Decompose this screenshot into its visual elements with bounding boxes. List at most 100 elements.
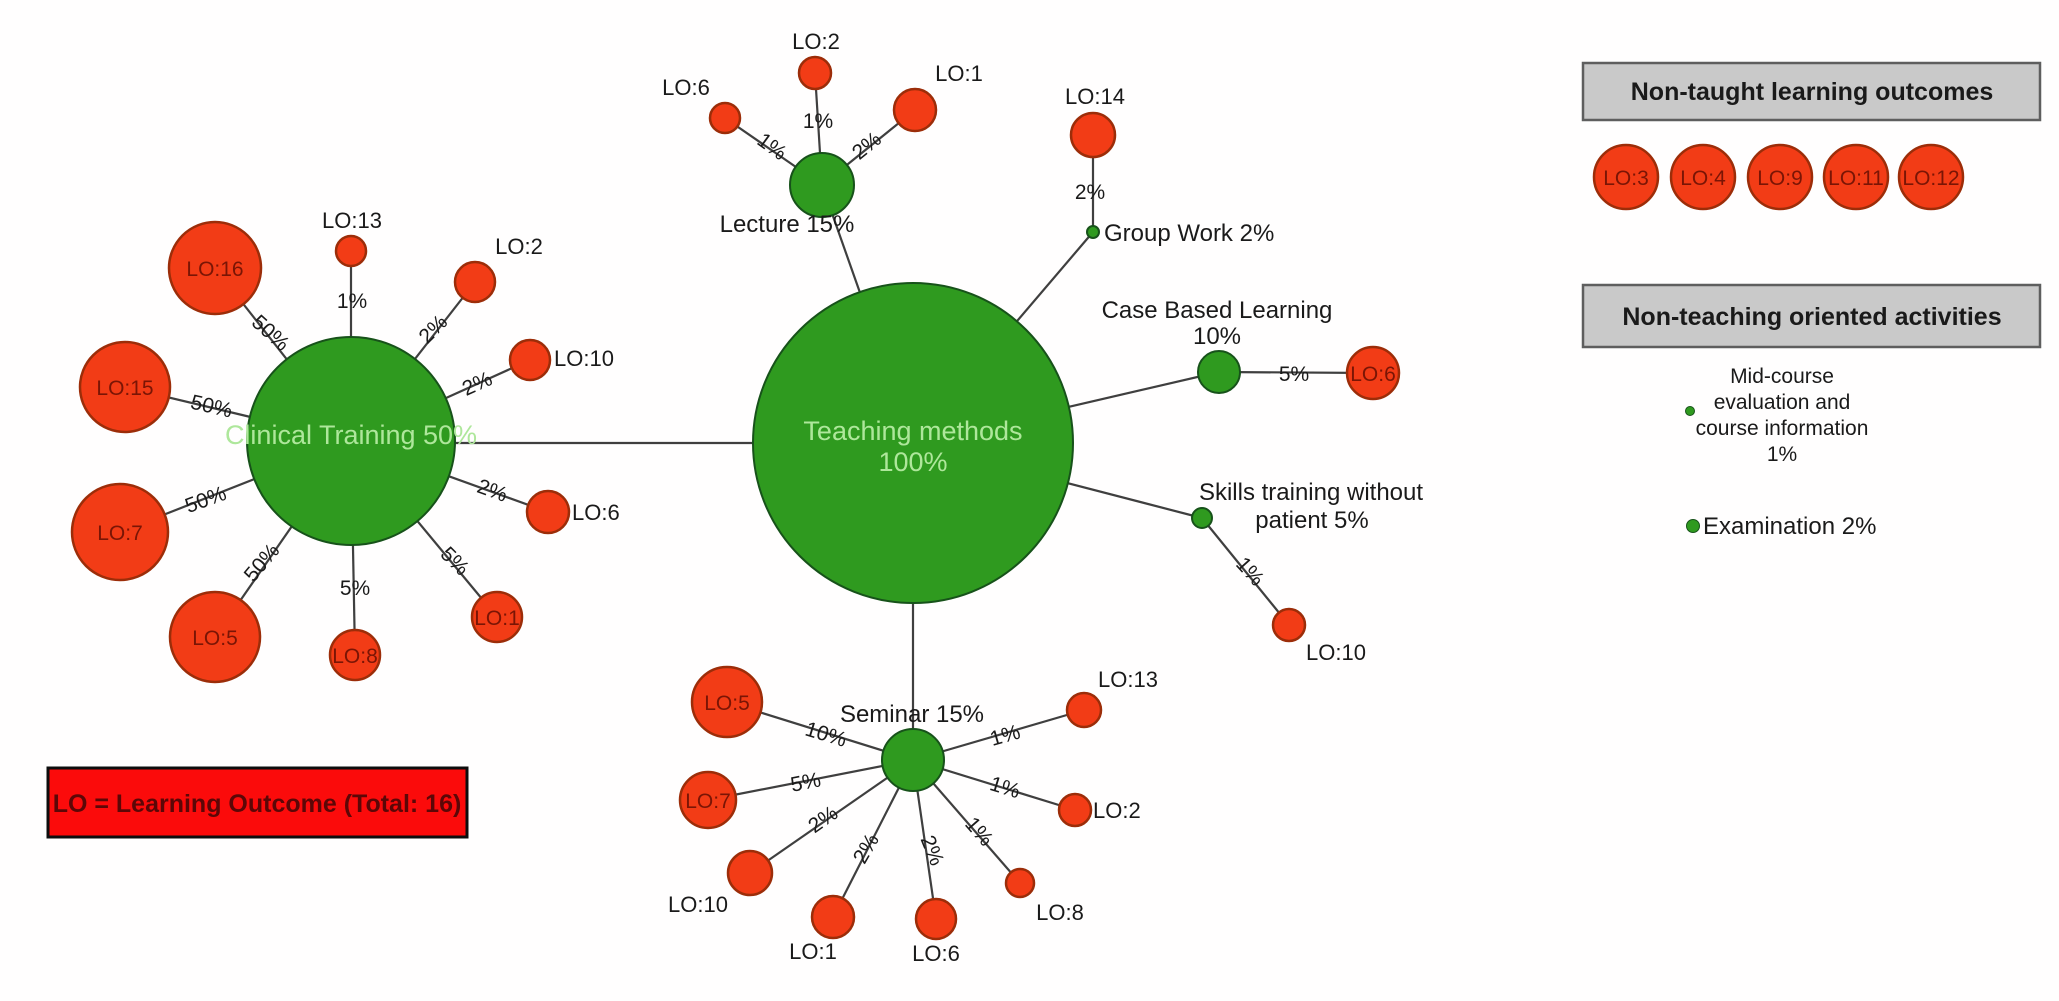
node-seminar-lo5 — [690, 665, 764, 739]
note-label: LO = Learning Outcome (Total: 16) — [53, 790, 462, 818]
node-labels: Teaching methods 100% Clinical Training … — [225, 211, 1423, 728]
seminar-lo8-label: LO:8 — [1036, 900, 1084, 925]
edge-seminar-lo10 — [749, 759, 914, 874]
clinical-lo2-pct: 2% — [415, 311, 453, 349]
node-group-work — [1086, 225, 1100, 239]
skills-label-line2: patient 5% — [1255, 507, 1368, 534]
legend-lo12-circle — [1897, 143, 1965, 211]
legend-lo12-label: LO:12 — [1902, 167, 1959, 190]
note-box-group: LO = Learning Outcome (Total: 16) — [46, 766, 469, 839]
node-skills-training — [1191, 507, 1213, 529]
node-casebased-lo6 — [1345, 345, 1401, 401]
clinical-lo7-label: LO:7 — [97, 522, 143, 545]
clinical-lo7-pct: 50% — [182, 482, 229, 518]
node-lecture — [789, 152, 855, 218]
non-teaching-title: Non-teaching oriented activities — [1622, 303, 2001, 331]
lecture-lo1-label: LO:1 — [935, 61, 983, 86]
node-clinical-training — [246, 336, 456, 546]
lecture-lo2-label: LO:2 — [792, 29, 840, 54]
note-box — [46, 766, 469, 839]
clinical-training-label: Clinical Training 50% — [225, 420, 477, 450]
seminar-lo6-label: LO:6 — [912, 941, 960, 966]
legend-lo11-label: LO:11 — [1828, 167, 1884, 190]
node-seminar-lo7 — [678, 770, 738, 830]
clinical-lo8-label: LO:8 — [332, 645, 378, 668]
node-clinical-lo7 — [70, 482, 170, 582]
node-clinical-lo5 — [168, 590, 262, 684]
node-clinical-lo13 — [334, 234, 368, 268]
node-clinical-lo6 — [525, 489, 571, 535]
nodes — [70, 55, 1401, 941]
legend-lo3-label: LO:3 — [1603, 167, 1649, 190]
non-teaching-header-box — [1581, 283, 2042, 349]
non-taught-title: Non-taught learning outcomes — [1631, 78, 1994, 106]
mid-course-line3: course information — [1696, 417, 1869, 440]
non-taught-panel: Non-taught learning outcomes LO:3 LO:4 L… — [1581, 61, 2042, 211]
teaching-methods-label-line1: Teaching methods — [803, 416, 1022, 446]
casebased-lo6-label: LO:6 — [1350, 363, 1396, 386]
groupwork-lo14-label: LO:14 — [1065, 84, 1125, 109]
seminar-lo7-label: LO:7 — [685, 790, 731, 813]
case-based-label-line2: 10% — [1193, 323, 1241, 350]
lecture-lo6-label: LO:6 — [662, 75, 710, 100]
teaching-methods-label-line2: 100% — [878, 447, 947, 477]
seminar-lo10-label: LO:10 — [668, 892, 728, 917]
edge-seminar-lo7 — [707, 758, 914, 802]
node-lecture-lo2 — [797, 55, 833, 91]
seminar-lo5-label: LO:5 — [704, 692, 750, 715]
node-clinical-lo2 — [453, 260, 497, 304]
seminar-lo2-label: LO:2 — [1093, 798, 1141, 823]
lecture-cluster-labels: LO:6 1% LO:2 1% LO:1 2% — [662, 29, 983, 165]
skills-lo10-label: LO:10 — [1306, 640, 1366, 665]
node-clinical-lo15 — [78, 340, 172, 434]
clinical-lo13-pct: 1% — [337, 290, 367, 313]
node-clinical-lo8 — [328, 628, 382, 682]
clinical-lo15-label: LO:15 — [96, 377, 153, 400]
clinical-lo2-label: LO:2 — [495, 234, 543, 259]
skills-lo10-pct: 1% — [1231, 553, 1268, 591]
seminar-lo2-pct: 1% — [987, 772, 1023, 803]
seminar-cluster-labels: LO:5 10% LO:7 5% LO:10 2% LO:1 2% LO:6 2… — [668, 667, 1158, 966]
clinical-lo1-pct: 5% — [436, 543, 474, 581]
clinical-lo6-pct: 2% — [474, 475, 510, 507]
node-skills-lo10 — [1271, 607, 1307, 643]
clinical-lo1-label: LO:1 — [474, 607, 520, 630]
clinical-lo13-label: LO:13 — [322, 208, 382, 233]
node-seminar-lo2 — [1057, 792, 1093, 828]
node-lecture-lo6 — [708, 101, 742, 135]
examination-label: Examination 2% — [1703, 513, 1876, 540]
edge-skills-lo10 — [1201, 517, 1290, 626]
groupwork-lo14-pct: 2% — [1075, 181, 1105, 204]
seminar-lo8-pct: 1% — [960, 813, 997, 851]
lecture-lo2-pct: 1% — [803, 110, 833, 133]
legend-lo4-circle — [1669, 143, 1737, 211]
clinical-lo5-label: LO:5 — [192, 627, 238, 650]
legend-lo3-circle — [1592, 143, 1660, 211]
seminar-lo1-pct: 2% — [849, 830, 884, 868]
mid-course-line1: Mid-course — [1730, 365, 1834, 388]
node-seminar-lo10 — [726, 849, 774, 897]
non-teaching-panel: Non-teaching oriented activities Mid-cou… — [1581, 283, 2042, 540]
clinical-lo10-pct: 2% — [459, 367, 496, 400]
seminar-lo13-pct: 1% — [987, 721, 1023, 751]
skills-label-line1: Skills training without — [1199, 479, 1423, 506]
node-seminar-lo6 — [914, 897, 958, 941]
clinical-lo8-pct: 5% — [340, 577, 370, 600]
casebased-lo6-pct: 5% — [1279, 363, 1309, 386]
group-work-label: Group Work 2% — [1104, 220, 1274, 247]
mid-course-line4: 1% — [1767, 443, 1797, 466]
legend-lo4-label: LO:4 — [1680, 167, 1726, 190]
lecture-label: Lecture 15% — [720, 211, 855, 238]
node-lecture-lo1 — [892, 87, 938, 133]
node-clinical-lo1 — [470, 590, 524, 644]
non-taught-header-box — [1581, 61, 2042, 122]
legend-lo9-label: LO:9 — [1757, 167, 1803, 190]
node-case-based-learning — [1197, 350, 1241, 394]
seminar-lo13-label: LO:13 — [1098, 667, 1158, 692]
node-seminar-lo1 — [810, 894, 856, 940]
node-seminar-lo13 — [1065, 691, 1103, 729]
node-seminar-lo8 — [1004, 867, 1036, 899]
clinical-lo6-label: LO:6 — [572, 500, 620, 525]
